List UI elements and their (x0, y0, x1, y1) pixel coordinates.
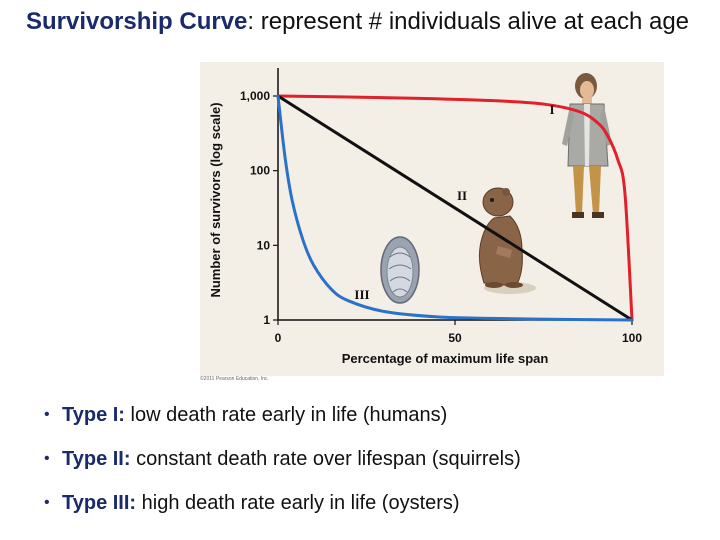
bullet-list: Type I: low death rate early in life (hu… (44, 398, 704, 530)
bullet-text: constant death rate over lifespan (squir… (130, 448, 521, 470)
series-line-type-iii (276, 94, 634, 322)
x-axis-title: Percentage of maximum life span (342, 351, 549, 366)
series-label-type-iii: III (354, 287, 369, 302)
title-term: Survivorship Curve (26, 8, 248, 35)
bullet-term: Type II: (62, 448, 131, 470)
x-tick-label: 50 (448, 331, 462, 345)
y-tick-label: 10 (257, 238, 271, 252)
survivorship-chart: 1 10 100 1,000 0 50 100 Percentage of maximum l… (208, 68, 642, 366)
bullet-text: high death rate early in life (oysters) (136, 492, 460, 514)
y-tick-label: 100 (250, 164, 270, 178)
oyster-icon (380, 236, 420, 304)
squirrel-icon (478, 187, 536, 294)
y-tick-label: 1,000 (240, 89, 270, 103)
series-line-type-ii (276, 94, 634, 322)
bullet-item: Type I: low death rate early in life (hu… (44, 398, 704, 442)
y-axis-title: Number of survivors (log scale) (208, 102, 223, 297)
series-label-type-ii: II (457, 188, 467, 203)
chart-axes: 1 10 100 1,000 0 50 100 Percentage of maximum l… (208, 68, 642, 366)
bullet-text: low death rate early in life (humans) (124, 404, 448, 426)
bullet-term: Type I: (62, 404, 125, 426)
series-label-type-i: I (549, 102, 554, 117)
y-tick-label: 1 (263, 313, 270, 327)
bullet-item: Type II: constant death rate over lifesp… (44, 442, 704, 486)
bullet-item: Type III: high death rate early in life … (44, 486, 704, 530)
copyright-note: ©2011 Pearson Education, Inc. (200, 376, 269, 382)
series-line-type-i (276, 94, 634, 322)
x-tick-label: 0 (275, 331, 282, 345)
bullet-term: Type III: (62, 492, 137, 514)
slide-title: Survivorship Curve: represent # individu… (26, 6, 706, 38)
human-icon (562, 73, 612, 218)
title-description: : represent # individuals alive at each … (247, 8, 690, 35)
x-tick-label: 100 (622, 331, 642, 345)
survivorship-figure: 1 10 100 1,000 0 50 100 Percentage of maximum l… (200, 62, 664, 376)
chart-series (276, 94, 634, 322)
